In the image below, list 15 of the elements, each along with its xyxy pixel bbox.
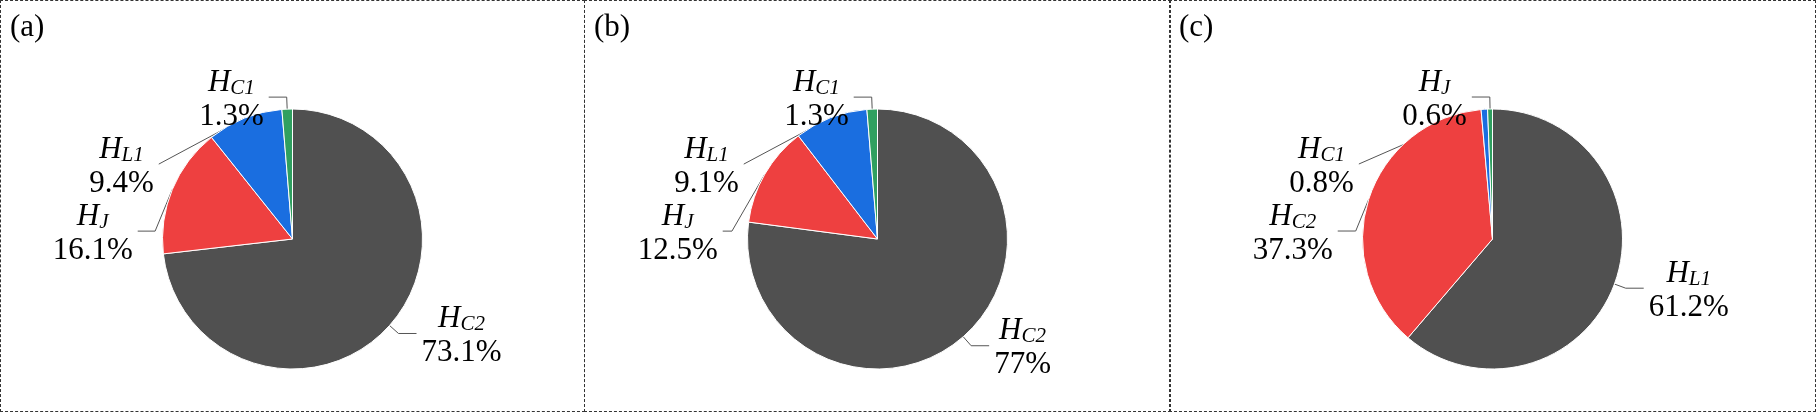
data-label: 61.2%: [1648, 287, 1729, 323]
data-label: 9.4%: [89, 163, 154, 199]
data-label: 77%: [993, 345, 1051, 381]
chart-title: (c): [1179, 8, 1214, 43]
data-label: 9.1%: [673, 163, 739, 199]
data-label: 0.8%: [1289, 163, 1354, 199]
data-label: 37.3%: [1252, 230, 1333, 266]
data-label: 0.6%: [1402, 96, 1467, 132]
data-label: 1.3%: [199, 96, 264, 132]
data-label: 16.1%: [52, 230, 133, 266]
chart-title: (b): [593, 8, 630, 43]
chart-title: (a): [10, 8, 45, 43]
data-label: 1.3%: [783, 96, 849, 132]
data-label: 73.1%: [421, 332, 502, 368]
data-label: 12.5%: [637, 230, 718, 266]
